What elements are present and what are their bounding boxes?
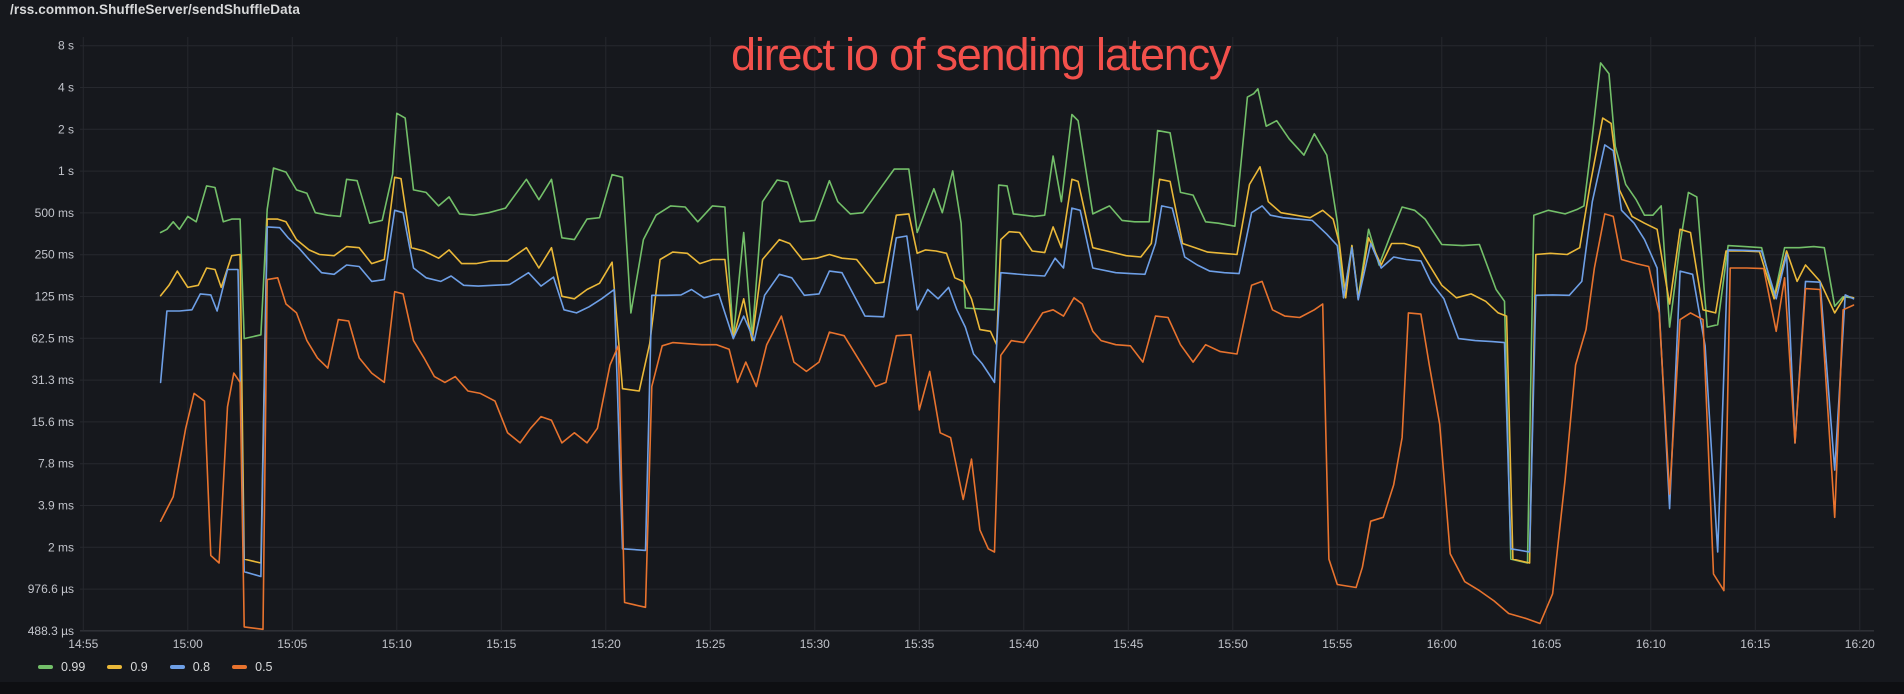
x-gridlines [82, 37, 1861, 631]
legend-label: 0.9 [130, 660, 148, 674]
x-axis-tick-label: 15:35 [904, 637, 934, 651]
legend-swatch [232, 665, 248, 669]
x-axis-tick-label: 15:30 [800, 637, 830, 651]
legend-label: 0.5 [255, 660, 273, 674]
y-axis-tick-label: 2 ms [48, 540, 74, 554]
x-axis-tick-label: 14:55 [68, 637, 98, 651]
series-group [159, 62, 1855, 631]
legend-item-0.5[interactable]: 0.5 [232, 660, 273, 674]
chart-annotation-text: direct io of sending latency [731, 29, 1231, 80]
series-line-0.5[interactable] [159, 213, 1855, 631]
x-axis-tick-label: 15:45 [1113, 637, 1143, 651]
x-axis-labels: 14:55 15:00 15:05 15:10 15:15 15:20 15:25 15:30… [68, 637, 1875, 651]
panel-title[interactable]: /rss.common.ShuffleServer/sendShuffleDat… [10, 2, 300, 17]
y-gridlines [80, 45, 1874, 632]
x-axis-tick-label: 15:05 [277, 637, 307, 651]
legend-swatch [38, 665, 53, 669]
legend-item-0.99[interactable]: 0.99 [38, 660, 85, 674]
legend-item-0.8[interactable]: 0.8 [169, 660, 211, 674]
y-axis-tick-label: 250 ms [35, 248, 74, 262]
y-axis-tick-label: 2 s [58, 122, 74, 136]
y-axis-tick-label: 3.9 ms [38, 499, 74, 513]
legend-swatch [107, 665, 123, 669]
y-axis-tick-label: 976.6 µs [28, 582, 74, 596]
x-axis-tick-label: 15:10 [382, 637, 412, 651]
y-axis-tick-label: 1 s [58, 164, 74, 178]
x-axis-tick-label: 15:25 [695, 637, 725, 651]
legend-swatch [169, 665, 185, 669]
y-axis-tick-label: 488.3 µs [28, 624, 74, 638]
x-axis-tick-label: 15:55 [1322, 637, 1352, 651]
legend: 0.99 0.9 0.8 0.5 [38, 660, 273, 674]
x-axis-tick-label: 16:20 [1845, 637, 1875, 651]
x-axis-tick-label: 16:15 [1740, 637, 1770, 651]
x-axis-tick-label: 15:20 [591, 637, 621, 651]
y-axis-labels: 8 s 4 s 2 s 1 s 500 ms 250 ms 125 ms 62.5 ms 31.… [28, 39, 74, 638]
series-line-0.99[interactable] [159, 62, 1855, 564]
x-axis-tick-label: 15:40 [1009, 637, 1039, 651]
y-axis-tick-label: 15.6 ms [31, 415, 74, 429]
legend-label: 0.99 [61, 660, 86, 674]
y-axis-tick-label: 7.8 ms [38, 457, 74, 471]
y-axis-tick-label: 31.3 ms [31, 373, 74, 387]
x-axis-tick-label: 15:00 [173, 637, 203, 651]
legend-item-0.9[interactable]: 0.9 [107, 660, 148, 674]
legend-label: 0.8 [192, 660, 211, 674]
y-axis-tick-label: 8 s [58, 39, 74, 53]
x-axis-tick-label: 15:50 [1218, 637, 1248, 651]
panel-bottom-strip [0, 682, 1904, 694]
x-axis-tick-label: 16:00 [1427, 637, 1457, 651]
series-line-0.9[interactable] [159, 117, 1855, 564]
x-axis-tick-label: 16:05 [1531, 637, 1561, 651]
y-axis-tick-label: 4 s [58, 81, 74, 95]
series-line-0.8[interactable] [159, 144, 1855, 578]
y-axis-tick-label: 500 ms [35, 206, 74, 220]
x-axis-tick-label: 16:10 [1636, 637, 1666, 651]
x-axis-tick-label: 15:15 [486, 637, 516, 651]
y-axis-tick-label: 125 ms [35, 290, 74, 304]
y-axis-tick-label: 62.5 ms [31, 331, 74, 345]
